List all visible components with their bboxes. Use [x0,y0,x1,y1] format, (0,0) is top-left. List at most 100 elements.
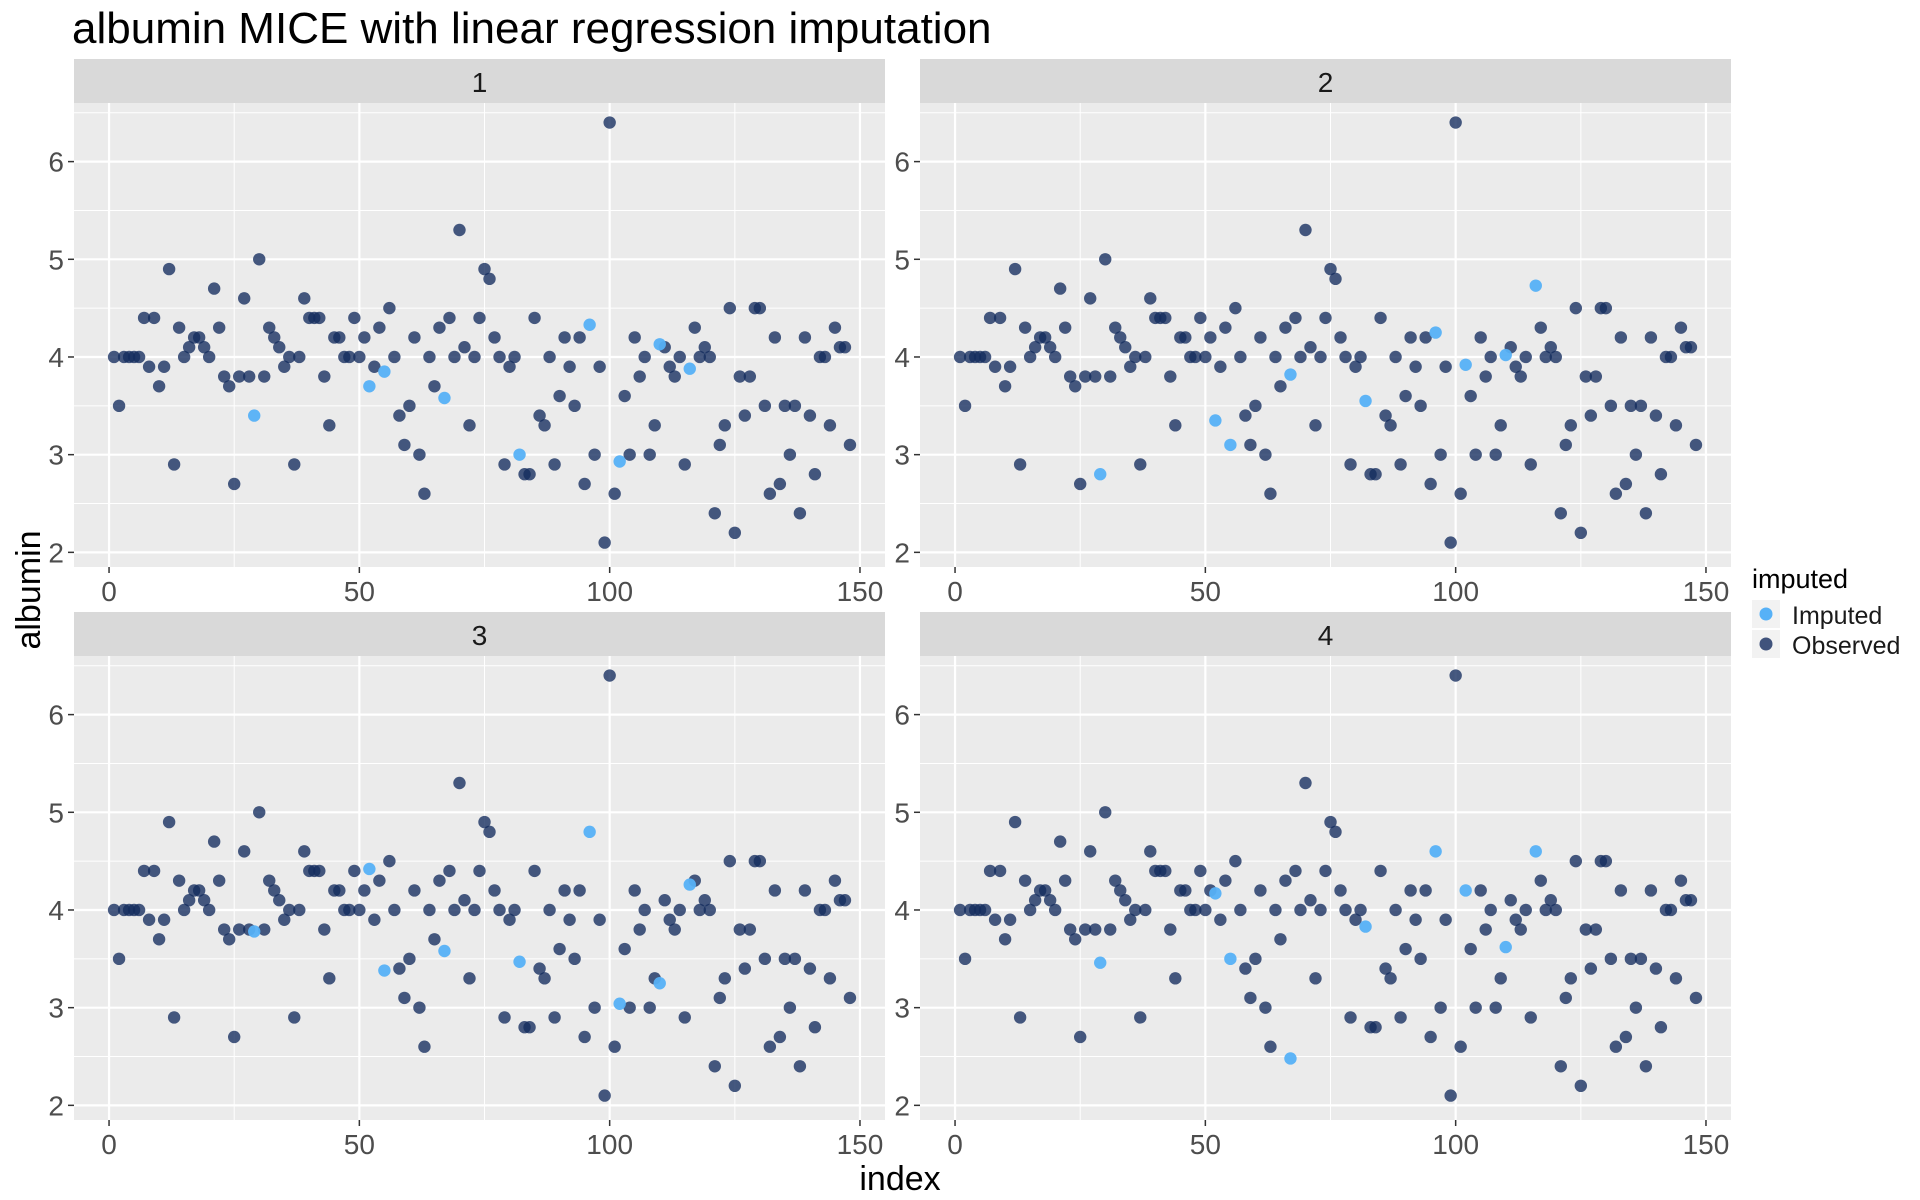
observed-point [633,370,646,383]
observed-point [1629,448,1643,461]
observed-point [1419,331,1432,344]
y-tick-label: 5 [894,797,910,828]
observed-point [1399,389,1412,403]
imputed-point [1499,940,1512,954]
observed-point [1384,419,1397,432]
observed-point [983,311,997,325]
observed-point [423,903,436,917]
observed-point [983,864,997,878]
imputed-point [613,455,626,468]
observed-point [1013,458,1027,471]
observed-point [137,311,151,325]
observed-point [1484,903,1497,917]
observed-point [1494,972,1507,985]
observed-point [1464,389,1477,403]
imputed-point [1224,438,1237,452]
observed-point [1524,458,1537,471]
observed-point [803,962,817,975]
observed-point [1109,874,1122,887]
observed-point [167,1011,181,1024]
observed-point [1614,884,1628,897]
observed-point [753,854,767,868]
observed-point [1604,952,1618,966]
observed-point [628,884,641,897]
observed-point [468,903,481,917]
observed-point [273,894,286,907]
observed-point [668,370,681,383]
observed-point [1008,815,1022,829]
observed-point [1389,350,1402,364]
observed-point [1274,380,1287,393]
observed-point [137,864,151,878]
observed-point [202,903,216,917]
x-tick-label: 50 [1190,576,1221,607]
observed-point [1449,116,1462,129]
observed-point [398,438,411,452]
observed-point [1479,923,1492,936]
y-tick-label: 2 [48,1090,64,1121]
observed-point [1304,894,1317,907]
imputed-point [1529,845,1542,858]
panel-background [920,103,1731,567]
observed-point [443,864,456,878]
observed-point [1003,360,1017,373]
observed-point [1674,321,1688,334]
observed-point [673,350,686,364]
observed-point [958,952,972,966]
observed-point [1419,884,1432,897]
observed-point [698,341,711,354]
observed-point [1649,962,1663,975]
observed-point [993,864,1007,878]
observed-point [733,370,747,383]
observed-point [217,923,231,936]
observed-point [1644,331,1658,344]
observed-point [1424,1030,1437,1044]
observed-point [1374,311,1387,325]
observed-point [843,991,857,1005]
observed-point [238,292,251,305]
observed-point [958,399,972,413]
observed-point [1524,1011,1537,1024]
x-tick-label: 50 [1190,1129,1221,1160]
observed-point [1389,903,1402,917]
observed-point [1344,458,1357,471]
observed-point [478,815,491,829]
observed-point [1439,360,1452,373]
observed-point [838,341,852,354]
y-tick-label: 5 [894,244,910,275]
observed-point [1414,952,1427,966]
observed-point [1654,1020,1668,1034]
observed-point [538,419,551,432]
legend-symbol-observed [1759,637,1773,651]
observed-point [1139,903,1152,917]
observed-point [528,311,541,325]
observed-point [953,350,967,364]
observed-point [423,350,436,364]
observed-point [1109,321,1122,334]
observed-point [1614,331,1628,344]
x-tick-label: 50 [344,576,375,607]
observed-point [508,350,521,364]
observed-point [278,360,291,373]
imputed-point [1209,414,1222,427]
observed-point [1023,903,1037,917]
x-tick-label: 100 [1432,576,1479,607]
observed-point [1559,438,1572,452]
observed-point [1089,923,1102,936]
observed-point [763,487,777,500]
observed-point [388,903,401,917]
imputed-point [1284,368,1297,381]
observed-point [1189,903,1202,917]
observed-point [1379,962,1392,975]
observed-point [233,923,246,936]
observed-point [1008,262,1022,276]
imputed-point [513,955,526,968]
observed-point [588,448,601,461]
observed-point [1639,1060,1653,1073]
observed-point [1309,419,1322,432]
observed-point [453,776,466,790]
observed-point [1469,1001,1482,1014]
observed-point [758,399,772,413]
imputed-point [653,977,666,990]
